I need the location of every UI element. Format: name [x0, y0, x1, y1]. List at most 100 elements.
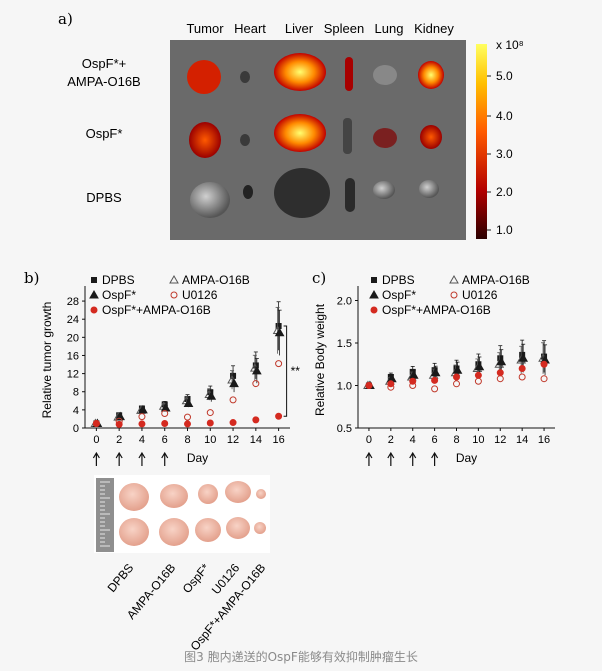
x-axis-label: Day [187, 451, 208, 465]
heart-organ-row2 [240, 134, 250, 146]
y-axis-label: Relative Body weight [313, 303, 327, 416]
data-point-dpbs [230, 372, 237, 379]
column-label: Liver [285, 21, 314, 36]
legend-marker [371, 277, 377, 283]
data-point-u0126 [161, 409, 169, 417]
data-point-ospf- [251, 365, 262, 375]
colorbar-unit: x 10⁸ [496, 38, 524, 52]
spleen-organ-row3 [345, 178, 355, 212]
kidney-organ-row3 [419, 180, 439, 198]
colorbar-unit-text: x 10⁸ [496, 38, 524, 52]
legend-label: U0126 [182, 288, 218, 302]
x-tick-label: 14 [516, 434, 528, 446]
colorbar-tick-label: 3.0 [496, 147, 513, 161]
kidney-organ-row2 [420, 125, 442, 149]
data-point-ospf- [452, 365, 463, 374]
spleen-organ-row2 [343, 118, 352, 154]
panel-c-label: c) [312, 269, 326, 287]
legend-label: DPBS [102, 273, 135, 287]
data-point-dpbs [275, 323, 282, 329]
injection-arrow [431, 451, 439, 466]
data-point-ospf- [496, 356, 507, 366]
x-tick-label: 2 [388, 434, 394, 446]
colorbar-tick-label: 5.0 [496, 69, 513, 83]
data-point-ospf-ampa-o16b [387, 380, 395, 388]
y-tick-label: 20 [67, 332, 79, 344]
y-tick-label: 8 [73, 387, 79, 399]
tumor-combo-1 [256, 489, 266, 499]
x-tick-label: 8 [453, 434, 459, 446]
colorbar [476, 44, 487, 239]
panel-b-label: b) [24, 269, 39, 287]
legend-label: AMPA-O16B [182, 273, 250, 287]
x-tick-label: 14 [250, 434, 262, 446]
y-tick-label: 24 [67, 314, 79, 326]
data-point-ospf-ampa-o16b [206, 419, 214, 427]
data-point-u0126 [138, 413, 146, 421]
x-axis-label: Day [456, 451, 477, 465]
x-tick-label: 0 [366, 434, 372, 446]
photo-label: OspF* [180, 561, 213, 596]
data-point-ospf- [183, 398, 194, 408]
data-point-u0126 [496, 375, 504, 383]
tumor-combo-2 [254, 522, 266, 534]
data-point-ospf- [138, 404, 148, 414]
injection-arrow [115, 451, 123, 466]
y-tick-label: 0 [73, 423, 79, 435]
data-point-ospf-ampa-o16b [496, 369, 504, 377]
row-label: OspF* [86, 126, 123, 141]
data-point-ospf- [430, 367, 441, 377]
data-point-ospf-ampa-o16b [518, 365, 526, 372]
y-tick-label: 16 [67, 350, 79, 362]
x-tick-label: 16 [272, 434, 284, 446]
liver-organ-row1 [274, 53, 326, 91]
data-point-ospf-ampa-o16b [229, 419, 237, 427]
data-point-ospf- [274, 327, 285, 337]
tumor-organ-row2 [189, 122, 221, 158]
legend-marker [169, 274, 179, 284]
data-point-ospf-ampa-o16b [252, 416, 260, 424]
x-tick-label: 10 [204, 434, 216, 446]
y-tick-label: 1.5 [337, 338, 352, 350]
heart-organ-row3 [243, 185, 253, 199]
x-tick-label: 6 [432, 434, 438, 446]
tumor-ampa-1 [160, 484, 188, 508]
legend-label: AMPA-O16B [462, 273, 530, 287]
legend-marker [370, 306, 378, 314]
legend-marker [369, 289, 379, 299]
x-tick-label: 4 [410, 434, 416, 446]
liver-organ-row2 [274, 114, 326, 152]
x-tick-label: 4 [139, 434, 145, 446]
lung-organ-row1 [373, 65, 397, 85]
data-point-u0126 [453, 380, 460, 388]
tumor-u0126-1 [225, 481, 251, 503]
legend-label: OspF* [382, 288, 416, 302]
legend-marker [89, 289, 99, 299]
y-axis-label: Relative tumor growth [40, 302, 54, 419]
data-point-ospf-ampa-o16b [540, 360, 548, 368]
legend-marker [170, 291, 178, 299]
tumor-u0126-2 [226, 517, 250, 539]
lung-organ-row3 [373, 181, 395, 199]
legend-marker [449, 274, 459, 284]
x-tick-label: 0 [93, 434, 99, 446]
panel-a-label: a) [58, 10, 73, 28]
kidney-organ-row1 [418, 61, 444, 89]
heart-organ-row1 [240, 71, 250, 83]
x-tick-label: 16 [538, 434, 550, 446]
data-point-dpbs [497, 355, 504, 362]
row-label: OspF*+ [82, 56, 126, 71]
y-tick-label: 2.0 [337, 296, 352, 308]
x-tick-label: 6 [162, 434, 168, 446]
x-tick-label: 10 [472, 434, 484, 446]
significance-annotation: ** [291, 364, 301, 378]
legend-marker [91, 277, 97, 283]
data-point-ospf-ampa-o16b [161, 419, 169, 427]
data-point-ospf-ampa-o16b [275, 412, 283, 420]
data-point-ospf-ampa-o16b [184, 420, 191, 428]
y-tick-label: 12 [67, 369, 79, 381]
data-point-u0126 [184, 413, 191, 421]
colorbar-tick-label: 2.0 [496, 185, 513, 199]
lung-organ-row2 [373, 128, 397, 148]
